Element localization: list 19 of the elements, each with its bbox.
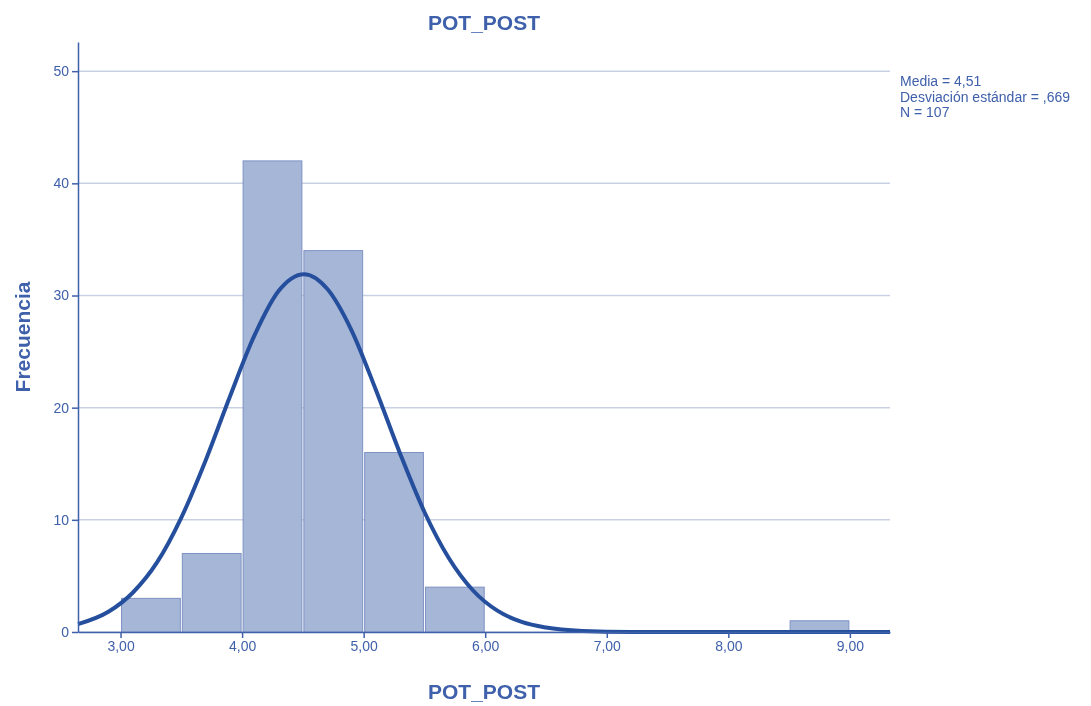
y-tick-label: 30 <box>53 287 70 304</box>
x-tick-label: 3,00 <box>107 637 135 654</box>
x-tick-label: 9,00 <box>836 637 865 654</box>
x-tick-label: 6,00 <box>472 637 500 654</box>
x-tick-label: 5,00 <box>350 637 378 654</box>
y-tick-label: 10 <box>53 511 70 528</box>
text: Media = 4,51 <box>900 73 982 89</box>
x-tick-label: 8,00 <box>715 637 743 654</box>
y-axis-title: Frecuencia <box>11 281 34 393</box>
y-tick-label: 20 <box>53 399 70 416</box>
text: Desviación estándar = ,669 <box>900 88 1071 105</box>
x-tick-label: 4,00 <box>228 637 257 654</box>
text: N = 107 <box>900 104 950 120</box>
y-tick-label: 50 <box>53 63 70 80</box>
x-tick-label: 7,00 <box>593 637 622 654</box>
y-tick-label: 0 <box>61 623 70 640</box>
y-tick-label: 40 <box>53 175 70 192</box>
chart-title: POT_POST <box>427 11 541 34</box>
x-axis-title: POT_POST <box>427 680 541 703</box>
